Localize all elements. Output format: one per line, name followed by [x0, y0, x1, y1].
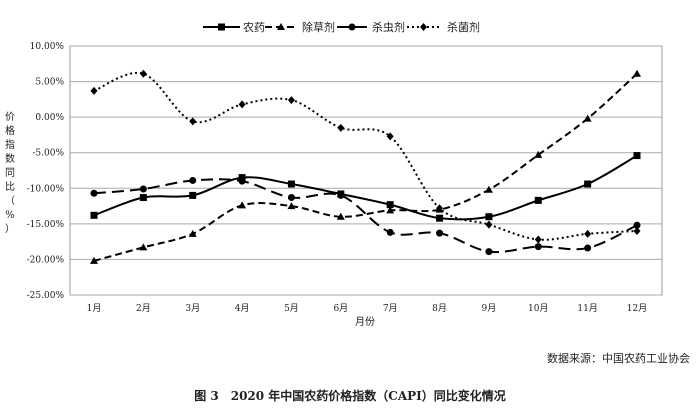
x-axis-label: 月份: [355, 316, 375, 328]
y-tick-label: -5.00%: [32, 149, 64, 159]
y-tick-label: -20.00%: [27, 255, 65, 265]
series-2: [90, 69, 641, 264]
x-tick-label: 8月: [432, 303, 447, 314]
x-tick-label: 6月: [333, 303, 348, 314]
legend-marker: [420, 23, 427, 31]
legend: 农药 除草剂 杀虫剂 杀菌剂: [203, 20, 480, 34]
data-point: [584, 229, 592, 238]
data-point: [189, 176, 197, 184]
data-point: [534, 235, 542, 244]
legend-label: 农药: [243, 20, 265, 34]
data-point: [386, 132, 394, 141]
series-4: [90, 69, 641, 244]
grid: [69, 45, 663, 296]
data-point: [534, 196, 542, 204]
legend-label: 杀菌剂: [447, 20, 480, 34]
plot-frame: [69, 45, 663, 296]
data-point: [90, 211, 98, 219]
data-point: [188, 229, 197, 237]
source-note: 数据来源：中国农药工业协会: [547, 351, 690, 365]
y-tick-label: 5.00%: [35, 78, 64, 88]
data-point: [139, 194, 147, 202]
x-axis-ticks: 1月 2月 3月 4月 5月 6月 7月 8月 9月 10月 11月 12月: [87, 303, 648, 314]
x-tick-label: 2月: [136, 303, 151, 314]
y-tick-label: -25.00%: [27, 291, 65, 301]
data-point: [238, 177, 246, 185]
data-point: [485, 213, 493, 221]
x-tick-label: 11月: [577, 303, 597, 314]
data-point: [485, 248, 493, 256]
data-point: [386, 201, 394, 209]
x-tick-label: 12月: [627, 303, 647, 314]
data-point: [287, 202, 296, 210]
series-line: [93, 71, 638, 241]
x-tick-label: 5月: [284, 303, 299, 314]
legend-label: 除草剂: [302, 20, 335, 34]
y-axis-ticks: 10.00% 5.00% 0.00% -5.00% -10.00% -15.00% -20.…: [27, 42, 65, 301]
data-point: [436, 229, 444, 237]
data-point: [238, 100, 246, 109]
data-point: [90, 86, 98, 95]
data-point: [485, 220, 493, 229]
data-point: [386, 228, 394, 236]
data-point: [584, 180, 592, 188]
figure-caption: 图 3 2020 年中国农药价格指数（CAPI）同比变化情况: [194, 388, 506, 403]
legend-item: 杀虫剂: [337, 20, 405, 34]
data-point: [139, 185, 147, 193]
data-point: [436, 214, 444, 222]
data-point: [238, 201, 247, 209]
data-point: [386, 206, 395, 214]
series-line: [93, 73, 638, 262]
data-point: [633, 226, 641, 235]
data-point: [139, 69, 147, 78]
legend-label: 杀虫剂: [372, 20, 405, 34]
data-point: [337, 191, 345, 199]
data-point: [583, 114, 592, 122]
data-point: [90, 256, 98, 264]
data-point: [139, 243, 148, 251]
x-tick-label: 10月: [528, 303, 548, 314]
data-point: [534, 243, 542, 251]
data-point: [90, 189, 98, 197]
series-line: [93, 154, 638, 221]
y-tick-label: -10.00%: [27, 184, 65, 194]
data-point: [337, 123, 345, 132]
legend-marker: [277, 23, 285, 30]
data-point: [287, 96, 295, 105]
series-group: [90, 69, 641, 264]
data-point: [238, 174, 246, 182]
data-point: [484, 185, 493, 193]
data-point: [287, 180, 295, 188]
x-tick-label: 9月: [482, 303, 497, 314]
data-point: [534, 150, 543, 158]
data-point: [584, 244, 592, 252]
data-point: [436, 204, 444, 213]
legend-item: 除草剂: [265, 20, 335, 34]
data-point: [633, 69, 641, 77]
y-tick-label: 10.00%: [30, 42, 65, 52]
data-point: [633, 221, 641, 229]
x-tick-label: 1月: [87, 303, 102, 314]
data-point: [336, 212, 345, 220]
series-3: [90, 176, 641, 256]
y-axis-label: 价格指数同比（%）: [5, 111, 15, 235]
x-tick-label: 3月: [185, 303, 200, 314]
y-tick-label: -15.00%: [27, 220, 65, 230]
data-point: [633, 152, 641, 160]
legend-item: 杀菌剂: [407, 20, 480, 34]
x-tick-label: 7月: [383, 303, 398, 314]
legend-marker: [348, 23, 356, 31]
data-point: [287, 194, 295, 202]
x-tick-label: 4月: [235, 303, 250, 314]
series-1: [90, 152, 641, 222]
legend-item: 农药: [203, 20, 265, 34]
data-point: [189, 117, 197, 126]
series-line: [93, 178, 638, 254]
data-point: [189, 191, 197, 199]
y-tick-label: 0.00%: [35, 113, 64, 123]
legend-marker: [218, 23, 225, 31]
